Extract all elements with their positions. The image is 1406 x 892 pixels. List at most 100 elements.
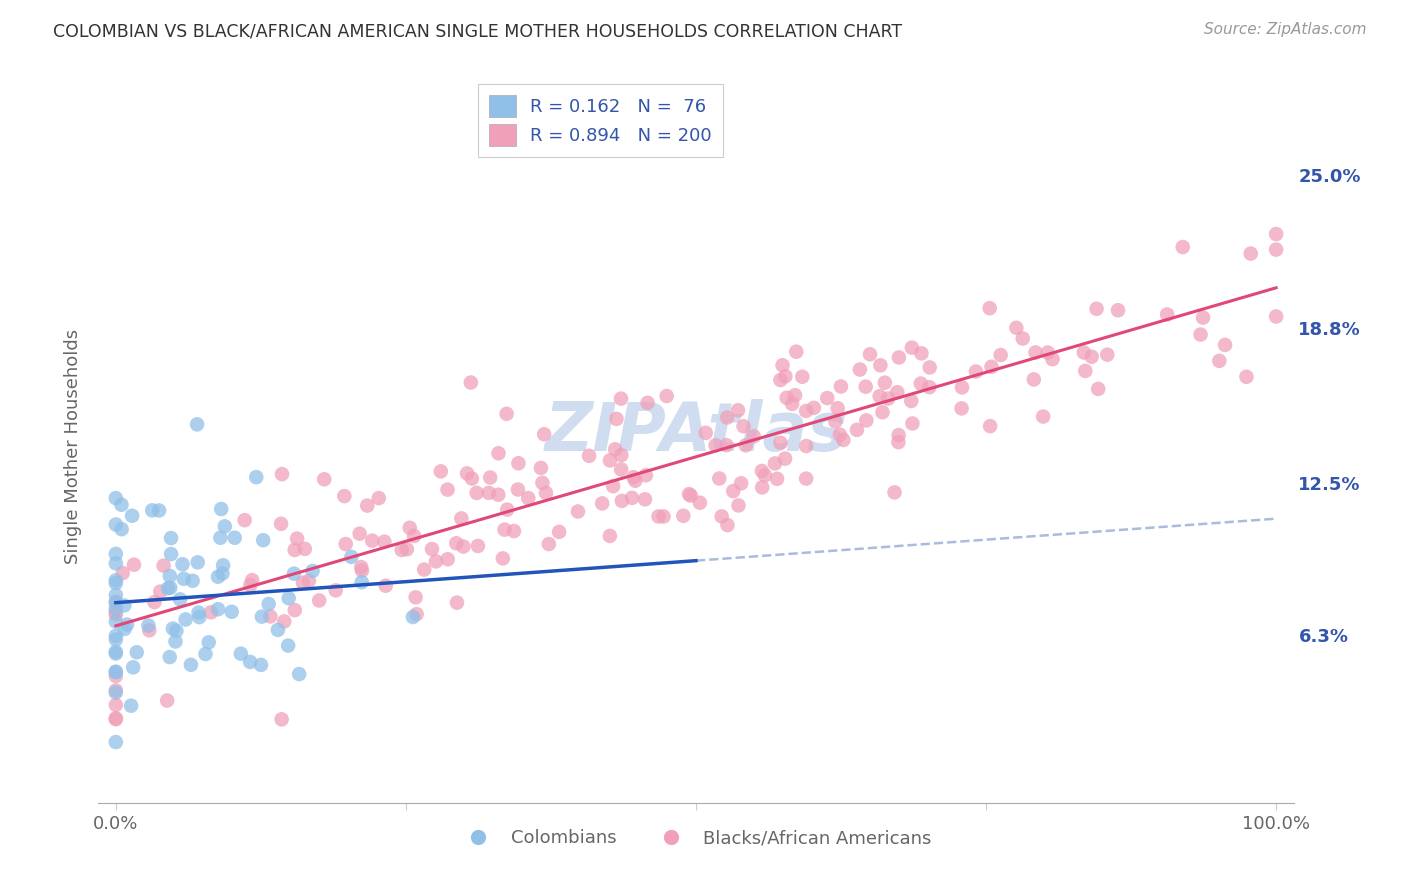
Point (373, 534, 395, 549)
Point (1097, 348, 1119, 362)
Point (1042, 352, 1064, 367)
Point (478, 486, 501, 500)
Point (138, 624, 160, 638)
Point (794, 439, 817, 453)
Point (1192, 310, 1215, 325)
Point (374, 579, 396, 593)
Point (803, 401, 825, 415)
Point (763, 457, 786, 471)
Point (689, 496, 711, 510)
Point (104, 645, 127, 659)
Point (776, 391, 799, 405)
Point (1073, 345, 1095, 359)
Point (548, 524, 571, 539)
Point (308, 593, 330, 607)
Point (267, 623, 290, 637)
Point (465, 486, 488, 500)
Point (405, 607, 427, 621)
Point (350, 564, 373, 578)
Point (277, 639, 299, 653)
Point (291, 575, 314, 590)
Point (704, 438, 727, 452)
Point (395, 542, 418, 557)
Point (111, 566, 134, 580)
Point (252, 533, 274, 548)
Point (148, 503, 170, 517)
Text: COLOMBIAN VS BLACK/AFRICAN AMERICAN SINGLE MOTHER HOUSEHOLDS CORRELATION CHART: COLOMBIAN VS BLACK/AFRICAN AMERICAN SING… (53, 22, 903, 40)
Text: Source: ZipAtlas.com: Source: ZipAtlas.com (1204, 22, 1367, 37)
Point (727, 499, 749, 513)
Point (506, 483, 529, 497)
Point (827, 401, 849, 416)
Point (104, 669, 127, 683)
Point (104, 596, 127, 610)
Point (1074, 364, 1097, 378)
Point (624, 474, 647, 488)
Point (104, 547, 127, 561)
Point (239, 655, 262, 669)
Point (301, 564, 323, 578)
Point (537, 537, 560, 551)
Point (159, 650, 181, 665)
Point (239, 578, 262, 592)
Point (104, 685, 127, 699)
Point (785, 344, 807, 359)
Point (446, 596, 468, 610)
Point (1011, 331, 1033, 345)
Point (623, 470, 645, 484)
Point (430, 464, 453, 478)
Point (877, 392, 900, 406)
Point (211, 566, 233, 581)
Point (187, 606, 209, 620)
Point (450, 511, 472, 525)
Point (742, 429, 765, 443)
Point (610, 494, 633, 508)
Point (824, 415, 846, 429)
Point (112, 599, 135, 613)
Point (672, 508, 695, 523)
Point (887, 435, 910, 450)
Point (391, 543, 413, 558)
Point (115, 617, 138, 632)
Point (733, 419, 755, 434)
Point (710, 509, 733, 524)
Point (453, 540, 475, 554)
Point (325, 583, 347, 598)
Point (156, 581, 179, 595)
Point (257, 597, 280, 611)
Point (141, 503, 163, 517)
Point (695, 425, 717, 440)
Point (1024, 345, 1046, 359)
Point (209, 502, 232, 516)
Point (727, 403, 749, 417)
Point (420, 541, 443, 556)
Point (233, 513, 256, 527)
Point (104, 632, 127, 647)
Point (605, 442, 627, 457)
Point (250, 609, 273, 624)
Point (883, 485, 905, 500)
Point (367, 491, 389, 505)
Point (152, 558, 174, 573)
Point (460, 376, 482, 390)
Point (214, 519, 236, 533)
Point (652, 509, 675, 524)
Point (792, 369, 814, 384)
Point (610, 392, 633, 406)
Point (212, 558, 235, 573)
Point (104, 665, 127, 679)
Point (832, 433, 855, 447)
Point (169, 592, 191, 607)
Point (1265, 243, 1288, 257)
Point (716, 518, 738, 533)
Point (104, 556, 127, 570)
Point (138, 618, 160, 632)
Point (634, 468, 657, 483)
Point (446, 536, 468, 550)
Point (1208, 354, 1230, 368)
Point (121, 508, 143, 523)
Point (356, 499, 378, 513)
Point (1171, 240, 1194, 254)
Point (901, 417, 924, 431)
Point (1085, 301, 1108, 316)
